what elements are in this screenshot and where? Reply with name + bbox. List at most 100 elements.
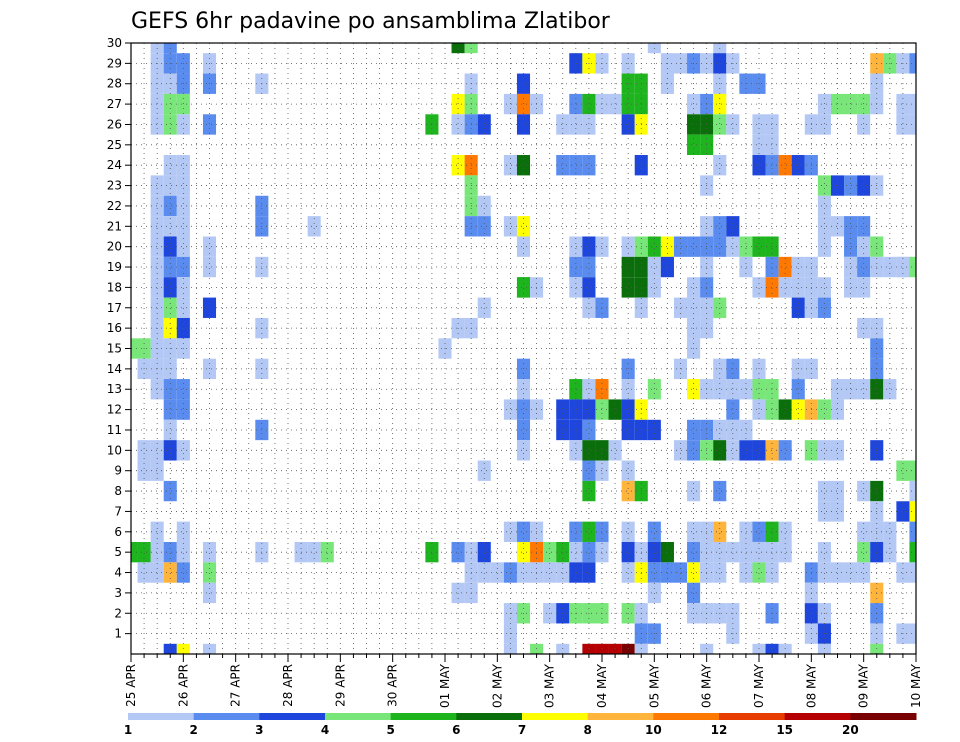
precip-cell: [163, 155, 177, 176]
precip-cell: [163, 93, 177, 115]
precip-cell: [150, 562, 164, 583]
x-tick-label: 04 MAY: [595, 663, 609, 708]
y-tick-label: 22: [107, 199, 122, 213]
precip-cell: [857, 114, 871, 135]
precip-cell: [778, 155, 792, 176]
precip-cell: [569, 155, 583, 176]
colorbar-swatch: [522, 713, 589, 720]
precip-cell: [516, 277, 531, 298]
precip-cell: [621, 256, 635, 278]
precip-cell: [621, 277, 635, 298]
precip-cell: [713, 216, 727, 237]
colorbar-swatch: [784, 713, 851, 720]
precip-cell: [752, 440, 766, 461]
precip-cell: [202, 562, 217, 583]
precip-cell: [516, 379, 531, 400]
precip-cell: [647, 277, 661, 298]
precip-cell: [752, 562, 766, 583]
y-tick-label: 3: [114, 586, 122, 600]
y-tick-label: 17: [107, 301, 122, 315]
precip-cell: [569, 236, 583, 257]
precip-cell: [765, 277, 779, 298]
precip-cell: [687, 562, 701, 583]
precip-cell: [660, 256, 674, 278]
precip-cell: [713, 236, 727, 257]
precip-cell: [844, 379, 858, 400]
colorbar-label: 7: [518, 723, 526, 737]
precip-cell: [778, 277, 792, 298]
precip-cell: [687, 419, 701, 441]
precip-cell: [857, 175, 871, 196]
precip-cell: [176, 521, 190, 542]
precip-cell: [739, 521, 753, 542]
precip-cell: [739, 256, 753, 278]
precip-cell: [726, 236, 740, 257]
precip-cell: [137, 460, 151, 481]
precip-cell: [909, 623, 916, 644]
precip-cell: [844, 562, 858, 583]
precip-cell: [451, 155, 465, 176]
precip-cell: [569, 562, 583, 583]
precip-cell: [150, 460, 164, 481]
precip-cell: [569, 399, 583, 420]
colorbar-swatch: [850, 713, 917, 720]
precip-cell: [765, 562, 779, 583]
precip-cell: [150, 93, 164, 115]
precip-cell: [909, 521, 916, 542]
precip-cell: [163, 216, 177, 237]
precip-cell: [477, 216, 491, 237]
precip-cell: [817, 297, 831, 318]
precip-cell: [516, 93, 531, 115]
precip-cell: [752, 236, 766, 257]
precip-cell: [647, 236, 661, 257]
precip-cell: [163, 440, 177, 461]
x-tick-label: 29 APR: [333, 664, 347, 707]
precip-cell: [202, 297, 217, 318]
precip-cell: [687, 236, 701, 257]
y-tick-label: 4: [114, 566, 122, 580]
colorbar-label: 3: [255, 723, 263, 737]
x-tick-label: 25 APR: [124, 664, 138, 707]
precip-cell: [163, 175, 177, 196]
precip-cell: [176, 256, 190, 278]
precip-cell: [516, 521, 531, 542]
colorbar-swatch: [456, 713, 523, 720]
precip-cell: [817, 501, 831, 522]
precip-cell: [477, 114, 491, 135]
precip-cell: [739, 419, 753, 441]
precip-cell: [582, 480, 596, 502]
precip-cell: [150, 440, 164, 461]
precip-cell: [739, 440, 753, 461]
precip-cell: [857, 521, 871, 542]
y-tick-label: 8: [114, 484, 122, 498]
precip-cell: [883, 521, 897, 542]
precip-cell: [176, 379, 190, 400]
precip-cell: [673, 562, 688, 583]
precip-cell: [503, 216, 517, 237]
precip-cell: [844, 277, 858, 298]
precip-cell: [791, 399, 805, 420]
precip-cell: [687, 582, 701, 604]
precip-cell: [830, 175, 845, 196]
precip-cell: [726, 419, 740, 441]
precip-cell: [608, 440, 622, 461]
precip-cell: [621, 541, 635, 563]
x-tick-label: 28 APR: [281, 664, 295, 707]
precip-cell: [857, 216, 871, 237]
precip-cell: [817, 480, 831, 502]
precip-cell: [163, 277, 177, 298]
precip-cell: [739, 562, 753, 583]
precip-cell: [830, 399, 845, 420]
precip-cell: [752, 155, 766, 176]
precip-cell: [176, 277, 190, 298]
precip-cell: [621, 399, 635, 420]
precip-cell: [817, 216, 831, 237]
precip-cell: [137, 541, 151, 563]
precip-cell: [582, 521, 596, 542]
precip-cell: [778, 521, 792, 542]
precip-cell: [817, 541, 831, 563]
colorbar-label: 4: [321, 723, 329, 737]
precip-cell: [490, 562, 504, 583]
precip-cell: [857, 480, 871, 502]
precip-cell: [150, 175, 164, 196]
